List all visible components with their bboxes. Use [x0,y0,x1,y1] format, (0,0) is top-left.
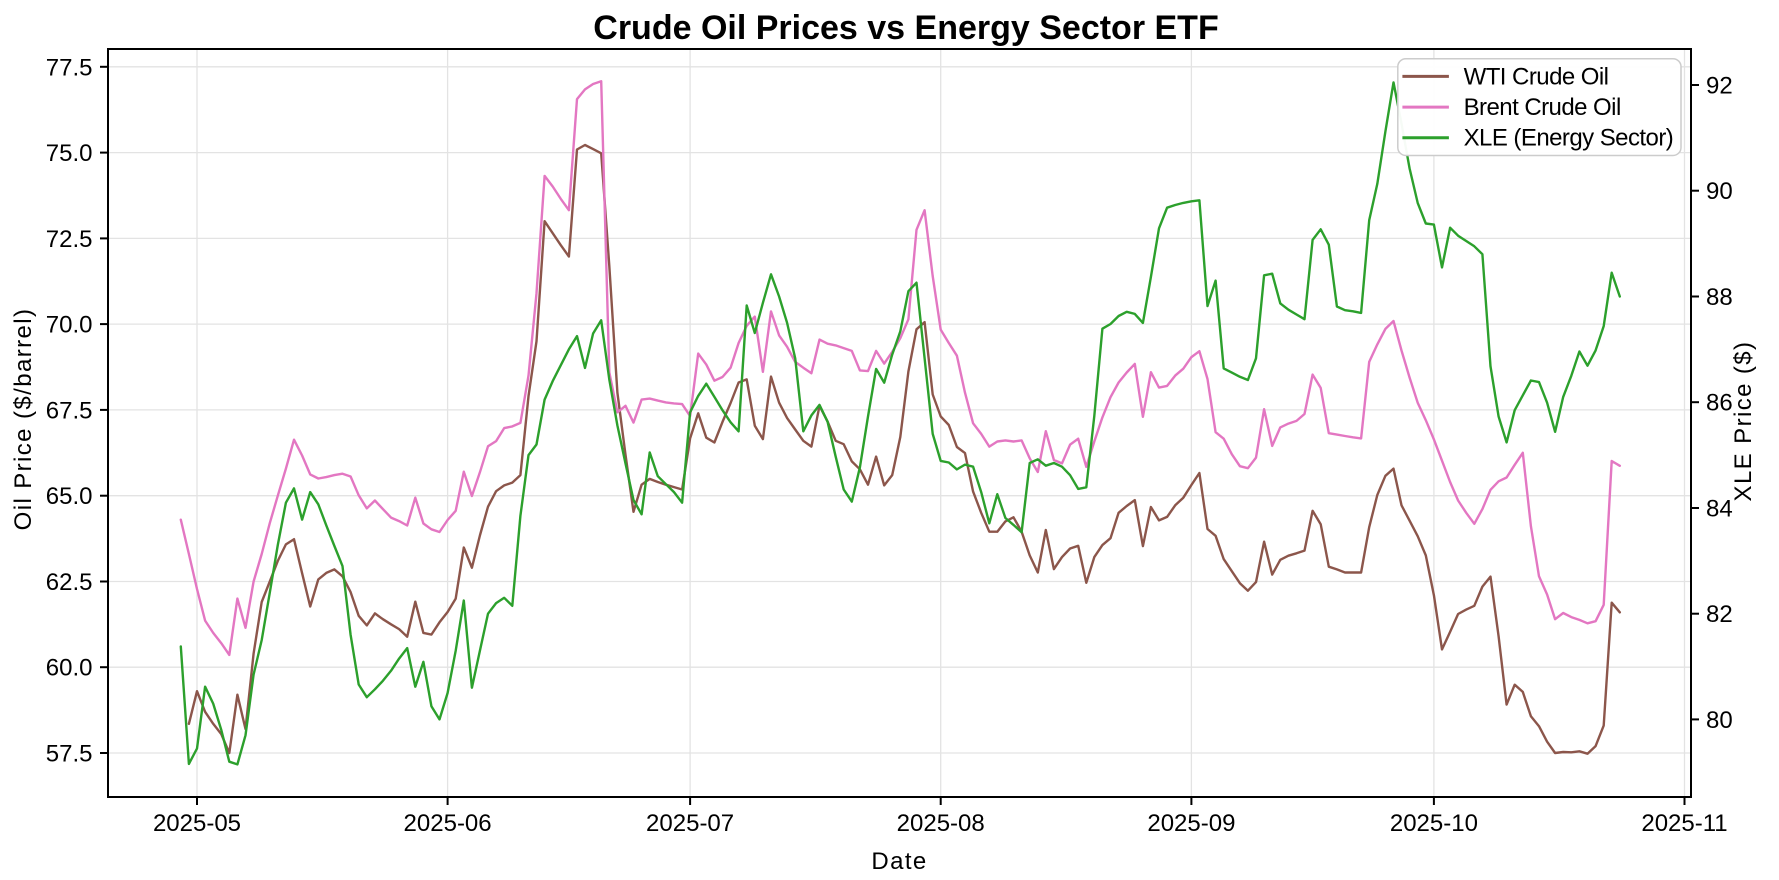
svg-text:72.5: 72.5 [46,226,93,253]
svg-text:70.0: 70.0 [46,312,93,339]
svg-text:67.5: 67.5 [46,397,93,424]
svg-text:XLE (Energy Sector): XLE (Energy Sector) [1464,125,1674,152]
svg-text:Oil Price ($/barrel): Oil Price ($/barrel) [10,308,37,531]
svg-text:86: 86 [1706,390,1733,417]
svg-text:82: 82 [1706,601,1733,628]
svg-text:60.0: 60.0 [46,655,93,682]
svg-text:2025-05: 2025-05 [153,810,241,837]
svg-text:2025-07: 2025-07 [646,810,734,837]
svg-text:65.0: 65.0 [46,483,93,510]
svg-text:57.5: 57.5 [46,741,93,768]
svg-text:WTI Crude Oil: WTI Crude Oil [1464,63,1609,90]
svg-text:2025-11: 2025-11 [1641,810,1727,837]
svg-text:62.5: 62.5 [46,569,93,596]
svg-text:77.5: 77.5 [46,54,93,81]
svg-text:80: 80 [1706,707,1733,734]
svg-text:XLE Price ($): XLE Price ($) [1730,341,1757,502]
svg-text:84: 84 [1706,496,1733,523]
svg-text:2025-09: 2025-09 [1147,810,1235,837]
svg-text:90: 90 [1706,178,1733,205]
svg-text:92: 92 [1706,73,1733,100]
svg-text:2025-08: 2025-08 [897,810,985,837]
svg-text:75.0: 75.0 [46,140,93,167]
svg-text:Crude Oil Prices vs Energy Sec: Crude Oil Prices vs Energy Sector ETF [593,9,1218,47]
svg-text:Date: Date [871,848,927,875]
svg-text:2025-10: 2025-10 [1390,810,1478,837]
svg-text:2025-06: 2025-06 [404,810,492,837]
svg-text:Brent Crude Oil: Brent Crude Oil [1464,94,1621,121]
svg-text:88: 88 [1706,284,1733,311]
